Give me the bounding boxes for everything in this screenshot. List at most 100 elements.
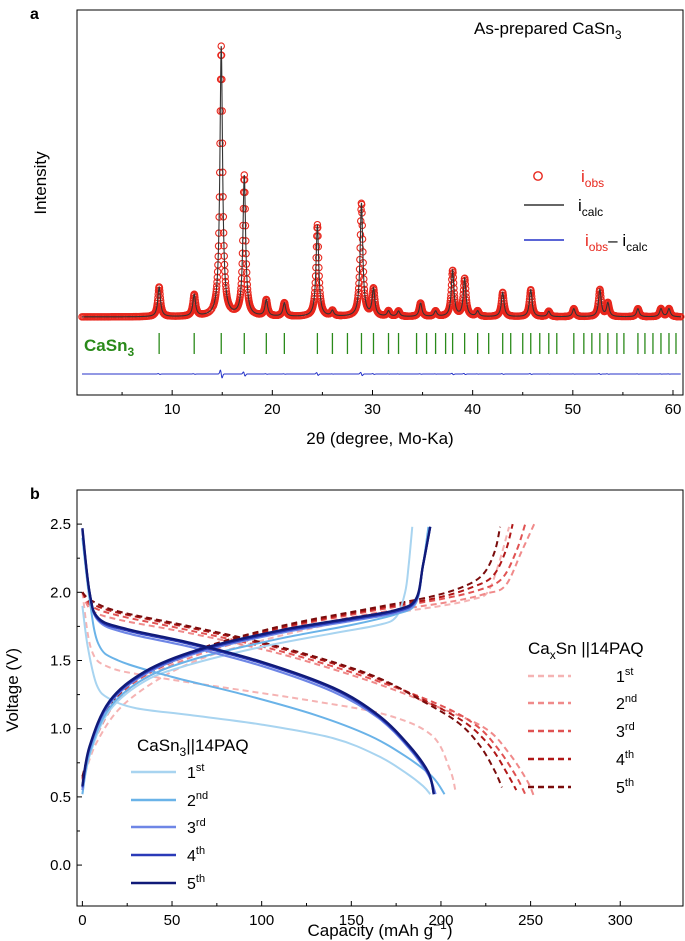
- legend-diff-calc-main: – i: [608, 231, 626, 250]
- legend-diff-calc-sub: calc: [626, 240, 647, 254]
- panel-b-xlabel-main: Capacity (mAh g: [307, 921, 433, 940]
- phase-label-sub: 3: [127, 345, 134, 359]
- legend-calc-main: i: [578, 196, 582, 215]
- x-tick-label: 250: [518, 912, 543, 929]
- casn3-curves: [81, 526, 446, 795]
- panel-a-axes: 10 20 30 40 50 60: [121, 390, 682, 418]
- x-tick-label: 10: [164, 401, 181, 418]
- legend-cycle-suffix: rd: [196, 817, 206, 829]
- panel-a-ylabel: Intensity: [31, 151, 50, 215]
- x-tick-label: 20: [264, 401, 281, 418]
- panel-b: b 0 50 100 150 200 250 300 0.0 0.5 1.0 1.5 2.0 2.5 V…: [3, 486, 684, 940]
- y-tick-label: 0.5: [50, 789, 71, 806]
- y-tick-label: 2.0: [50, 584, 71, 601]
- casn3-legend-label-3: 3rd: [187, 817, 206, 837]
- casn3-legend-label-2: 2nd: [187, 790, 208, 810]
- x-tick-label: 200: [428, 912, 453, 929]
- calc-line: [82, 46, 681, 318]
- charge-curve-1: [81, 526, 414, 795]
- legend-group-casn3-main: CaSn: [137, 736, 180, 755]
- x-tick-label: 60: [665, 401, 682, 418]
- reflection-ticks: [158, 333, 677, 354]
- legend-diff-obs-main: i: [585, 231, 589, 250]
- legend-group-caxsn-main: Ca: [528, 639, 550, 658]
- panel-b-letter: b: [30, 486, 40, 503]
- legend-group-caxsn-rest: Sn ||14PAQ: [556, 639, 644, 658]
- legend-calc-label: icalc: [578, 196, 603, 219]
- y-tick-label: 1.0: [50, 721, 71, 738]
- legend-cycle-suffix: nd: [196, 790, 208, 802]
- x-tick-label: 150: [339, 912, 364, 929]
- discharge-curve-1: [81, 592, 457, 791]
- panel-b-xlabel-end: ): [447, 921, 453, 940]
- x-tick-label: 50: [564, 401, 581, 418]
- panel-a-title: As-prepared CaSn3: [474, 19, 622, 42]
- y-tick-label: 2.5: [50, 516, 71, 533]
- panel-b-xlabel-sup: −1: [433, 918, 447, 932]
- legend-cycle-suffix: st: [625, 666, 634, 678]
- discharge-curve-5: [81, 528, 435, 795]
- legend-cycle-number: 5: [187, 876, 196, 893]
- legend-obs-label: iobs: [581, 167, 604, 190]
- caxsn-curves: [81, 523, 536, 798]
- legend-obs-marker: [533, 171, 543, 181]
- caxsn-legend-label-1: 1st: [616, 666, 633, 686]
- charge-curve-3: [81, 526, 432, 791]
- legend-cycle-number: 1: [187, 765, 196, 782]
- legend-cycle-suffix: th: [625, 777, 634, 789]
- phase-label-main: CaSn: [84, 336, 127, 355]
- x-tick-label: 300: [608, 912, 633, 929]
- legend-group-caxsn-title: CaxSn ||14PAQ: [528, 639, 644, 662]
- x-tick-label: 30: [364, 401, 381, 418]
- y-tick-label: 1.5: [50, 652, 71, 669]
- legend-obs-sub: obs: [585, 176, 604, 190]
- panel-a: a 10 20 30 40 50 60 As-prepared CaSn3 Intensi…: [30, 6, 685, 448]
- panel-b-curves: [81, 523, 536, 798]
- legend-cycle-number: 4: [616, 752, 625, 769]
- legend-diff-label: iobs– icalc: [585, 231, 647, 254]
- panel-a-title-sub: 3: [615, 28, 622, 42]
- panel-a-curves: [78, 42, 685, 379]
- legend-cycle-number: 1: [616, 669, 625, 686]
- legend-group-casn3-sub: 3: [180, 745, 187, 759]
- charge-curve-4: [81, 526, 432, 788]
- legend-cycle-suffix: th: [625, 749, 634, 761]
- x-tick-label: 40: [464, 401, 481, 418]
- panel-a-letter: a: [30, 6, 39, 23]
- discharge-curve-5: [81, 591, 503, 788]
- diff-line: [82, 369, 681, 379]
- panel-a-plot-frame: [76, 9, 684, 396]
- panel-b-axes: 0 50 100 150 200 250 300 0.0 0.5 1.0 1.5 2.0 2.5: [50, 516, 633, 929]
- y-tick-label: 0.0: [50, 857, 71, 874]
- panel-b-xlabel: Capacity (mAh g−1): [307, 918, 452, 940]
- legend-group-casn3-title: CaSn3||14PAQ: [137, 736, 249, 759]
- panel-a-xlabel: 2θ (degree, Mo-Ka): [306, 429, 453, 448]
- panel-b-ylabel: Voltage (V): [3, 648, 22, 732]
- legend-diff-obs-sub: obs: [589, 240, 608, 254]
- caxsn-legend-label-3: 3rd: [616, 721, 635, 741]
- legend-cycle-number: 4: [187, 848, 196, 865]
- discharge-curve-3: [81, 591, 527, 795]
- legend-cycle-number: 3: [187, 820, 196, 837]
- legend-group-casn3-rest: ||14PAQ: [186, 736, 248, 755]
- x-tick-label: 0: [78, 912, 86, 929]
- caxsn-legend-label-4: 4th: [616, 749, 634, 769]
- discharge-curve-1: [81, 605, 431, 795]
- discharge-curve-2: [81, 591, 536, 798]
- legend-cycle-suffix: st: [196, 762, 205, 774]
- legend-cycle-suffix: th: [196, 845, 205, 857]
- discharge-curve-2: [81, 537, 446, 795]
- panel-b-plot-frame: [76, 489, 684, 907]
- casn3-legend-label-5: 5th: [187, 873, 205, 893]
- charge-curve-5: [81, 526, 432, 787]
- discharge-curve-4: [81, 591, 518, 791]
- x-tick-label: 100: [249, 912, 274, 929]
- legend-cycle-number: 5: [616, 780, 625, 797]
- legend-cycle-number: 3: [616, 724, 625, 741]
- phase-label: CaSn3: [84, 336, 134, 359]
- legend-group-caxsn-sub: x: [550, 648, 556, 662]
- caxsn-legend-label-5: 5th: [616, 777, 634, 797]
- x-tick-label: 50: [164, 912, 181, 929]
